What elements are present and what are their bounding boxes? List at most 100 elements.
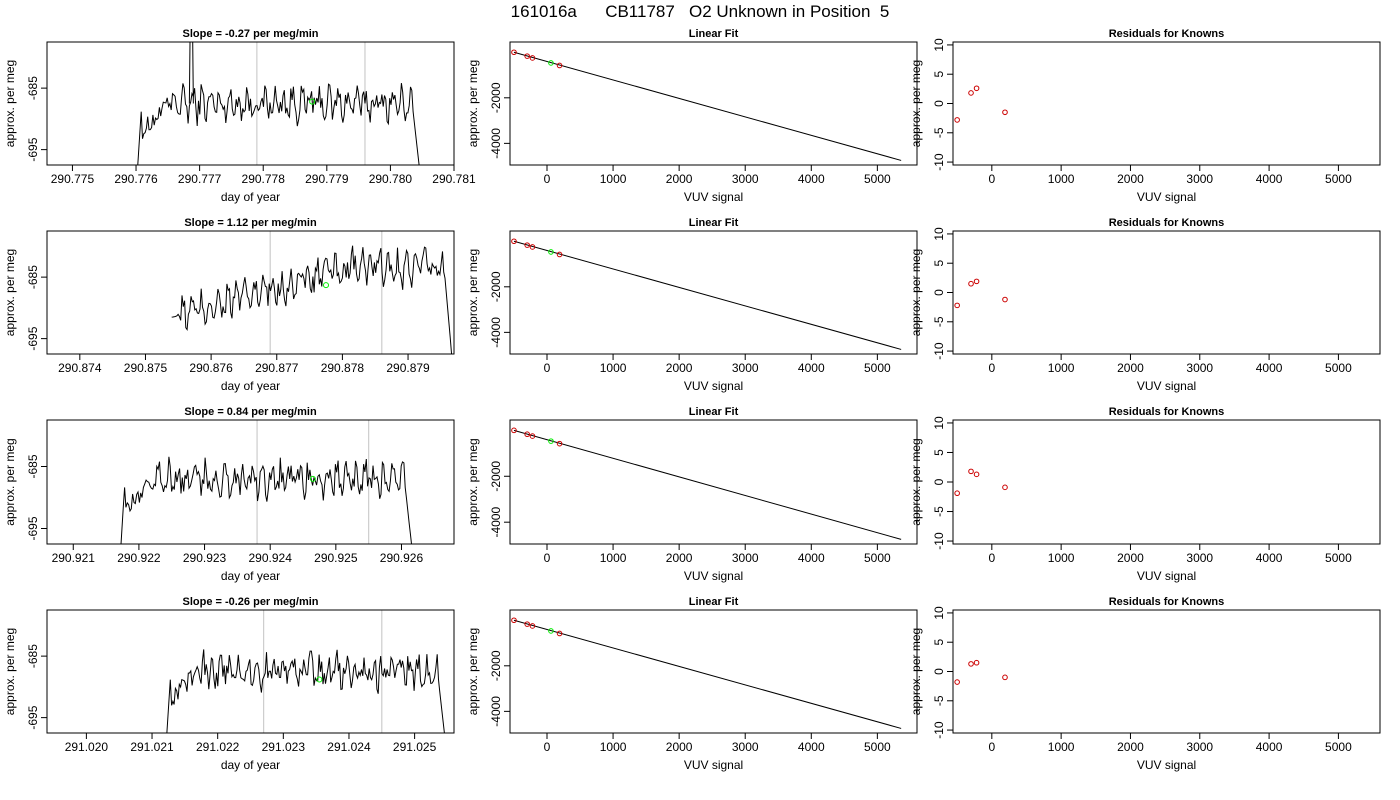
plot-frame: [509, 230, 918, 355]
x-tick-label: 3000: [732, 361, 759, 375]
x-tick-label: 5000: [864, 551, 891, 565]
known-point: [954, 490, 960, 497]
known-point: [524, 431, 530, 438]
x-tick-label: 290.879: [386, 361, 430, 375]
known-point: [524, 621, 530, 627]
x-tick-label: 290.924: [248, 551, 292, 565]
x-tick-label: 290.923: [183, 551, 227, 565]
y-tick-label: -685: [26, 644, 40, 668]
plot-frame: [46, 41, 455, 166]
y-tick-label: -2000: [489, 271, 503, 302]
x-tick-label: 2000: [1117, 551, 1144, 565]
unknown-point: [309, 98, 316, 105]
y-axis-label: approx. per meg: [466, 249, 480, 336]
x-tick-label: 290.780: [369, 172, 413, 186]
y-tick-label: -4000: [489, 317, 503, 348]
y-tick-label: 10: [932, 606, 946, 620]
fit-line: [513, 240, 902, 350]
x-tick-label: 291.020: [65, 740, 109, 754]
plot-frame: [46, 419, 455, 545]
known-point: [954, 117, 960, 123]
plot-area: [954, 468, 1008, 497]
x-tick-label: 290.926: [380, 551, 424, 565]
y-axis-label: approx. per meg: [3, 438, 17, 525]
y-tick-label: -4000: [489, 696, 503, 727]
x-tick-label: 290.922: [117, 551, 161, 565]
trace-spike: [188, 42, 194, 104]
unknown-point: [548, 249, 554, 255]
plot-area: [511, 617, 902, 729]
panel-r3-resid: Residuals for Knowns 0 1000 2000 3000 4000 500…: [909, 406, 1381, 583]
x-tick-label: 4000: [798, 361, 825, 375]
x-tick-label: 290.925: [314, 551, 358, 565]
unknown-point: [322, 282, 329, 289]
x-tick-label: 5000: [1325, 551, 1352, 565]
known-point: [968, 280, 974, 287]
panel-title: Slope = 1.12 per meg/min: [184, 217, 317, 229]
plot-frame: [952, 41, 1381, 166]
y-tick-label: 5: [932, 449, 946, 456]
known-point: [511, 238, 517, 245]
known-point: [973, 278, 980, 285]
y-tick-label: -4000: [489, 128, 503, 159]
x-axis-label: VUV signal: [684, 379, 743, 393]
plot-frame: [952, 419, 1381, 545]
x-tick-label: 1000: [600, 551, 627, 565]
x-tick-label: 5000: [864, 361, 891, 375]
known-point: [556, 630, 563, 637]
y-tick-label: -5: [932, 316, 946, 327]
x-axis-label: VUV signal: [684, 569, 743, 583]
y-tick-label: -685: [26, 76, 40, 100]
panel-title: Slope = 0.84 per meg/min: [184, 406, 317, 418]
y-tick-label: 0: [932, 478, 946, 485]
x-tick-label: 291.025: [393, 740, 437, 754]
plot-area: [511, 427, 902, 540]
x-tick-label: 0: [988, 172, 995, 186]
x-tick-label: 2000: [1117, 361, 1144, 375]
panel-title: Slope = -0.26 per meg/min: [182, 596, 318, 608]
panel-title: Linear Fit: [689, 28, 739, 40]
x-tick-label: 4000: [1256, 740, 1283, 754]
x-tick-label: 0: [544, 551, 551, 565]
x-tick-label: 1000: [1048, 551, 1075, 565]
plot-frame: [46, 230, 455, 355]
known-point: [968, 468, 974, 475]
x-tick-label: 5000: [1325, 740, 1352, 754]
raw-trace: [166, 649, 445, 733]
plot-frame: [509, 41, 918, 166]
x-tick-label: 2000: [666, 551, 693, 565]
x-tick-label: 4000: [798, 740, 825, 754]
panel-r4-resid: Residuals for Knowns 0 1000 2000 3000 4000 500…: [909, 596, 1381, 772]
y-tick-label: -695: [26, 705, 40, 729]
known-point: [524, 53, 530, 59]
x-axis-label: VUV signal: [684, 758, 743, 772]
panel-r2-fit: Linear Fit 0 1000 2000 3000 4000 5000 -4000 -200…: [466, 217, 918, 393]
x-tick-label: 1000: [600, 172, 627, 186]
x-tick-label: 0: [988, 361, 995, 375]
raw-trace: [171, 245, 453, 354]
y-tick-label: -685: [26, 265, 40, 289]
known-point: [1002, 674, 1008, 681]
x-tick-label: 2000: [1117, 740, 1144, 754]
x-tick-label: 290.878: [321, 361, 365, 375]
y-tick-label: -685: [26, 454, 40, 478]
known-point: [954, 302, 960, 309]
plot-area: [171, 231, 453, 354]
x-tick-label: 0: [544, 172, 551, 186]
plot-area: [954, 278, 1008, 309]
x-tick-label: 290.921: [52, 551, 96, 565]
x-axis-label: day of year: [221, 379, 280, 393]
y-tick-label: 5: [932, 639, 946, 646]
unknown-point: [548, 628, 554, 634]
y-tick-label: -4000: [489, 507, 503, 538]
y-axis-label: approx. per meg: [466, 438, 480, 525]
x-axis-label: day of year: [221, 190, 280, 204]
fit-line: [513, 51, 902, 161]
x-tick-label: 0: [544, 740, 551, 754]
known-point: [1002, 296, 1008, 303]
y-tick-label: -10: [932, 153, 946, 171]
y-tick-label: -5: [932, 506, 946, 517]
panel-title: Residuals for Knowns: [1109, 217, 1225, 229]
fit-line: [513, 429, 902, 540]
